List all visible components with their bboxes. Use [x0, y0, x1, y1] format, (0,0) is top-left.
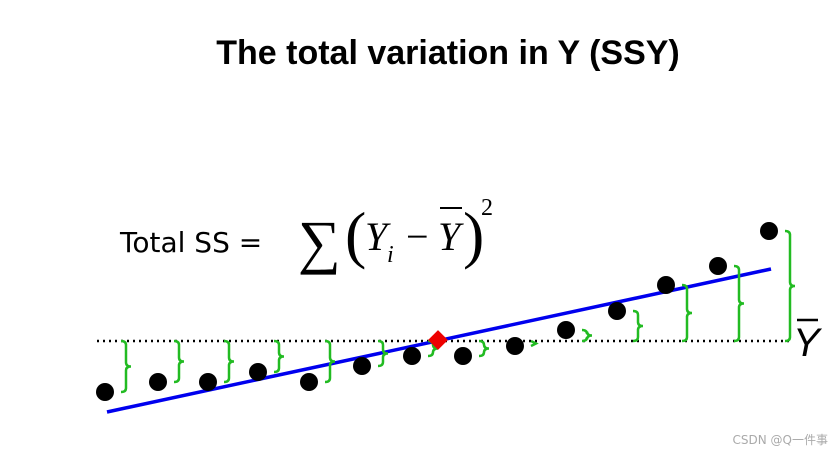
- brace: [581, 328, 593, 343]
- data-point: [300, 373, 318, 391]
- watermark: CSDN @Q一件事: [733, 433, 828, 447]
- paren: (: [345, 199, 366, 270]
- title: The total variation in Y (SSY): [216, 34, 680, 72]
- data-point: [557, 321, 575, 339]
- var: Y: [365, 214, 391, 259]
- brace: [733, 264, 745, 343]
- brace: [173, 339, 185, 384]
- formula-label: Total SS =: [119, 226, 262, 259]
- paren: ): [463, 199, 484, 270]
- subscript: i: [387, 242, 394, 268]
- data-point: [657, 276, 675, 294]
- data-point: [709, 257, 727, 275]
- data-point: [249, 363, 267, 381]
- brace: [120, 339, 132, 394]
- data-point: [506, 337, 524, 355]
- exponent: 2: [481, 195, 493, 221]
- brace: [632, 309, 644, 343]
- minus: −: [406, 214, 429, 259]
- data-point: [760, 222, 778, 240]
- points: [96, 222, 778, 401]
- brace: [324, 339, 336, 384]
- brace: [530, 339, 539, 348]
- braces: [120, 229, 796, 394]
- brace: [784, 229, 796, 343]
- data-point: [199, 373, 217, 391]
- brace: [377, 339, 389, 368]
- brace: [273, 339, 285, 374]
- data-point: [96, 383, 114, 401]
- data-point: [403, 347, 421, 365]
- brace: [223, 339, 235, 384]
- data-point: [608, 302, 626, 320]
- data-point: [149, 373, 167, 391]
- brace: [681, 283, 693, 343]
- sum-sign: ∑: [298, 209, 341, 275]
- mean-point: [428, 330, 448, 350]
- brace: [478, 339, 490, 358]
- data-point: [454, 347, 472, 365]
- mean-label: Y: [793, 321, 823, 365]
- var: Y: [438, 214, 464, 259]
- formula: ∑ ( Y i − Y ) 2: [298, 195, 493, 275]
- data-point: [353, 357, 371, 375]
